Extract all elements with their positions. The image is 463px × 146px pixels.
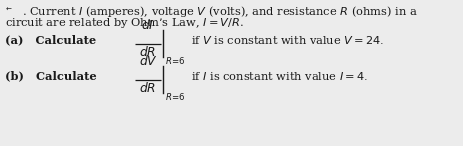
Text: if $V$ is constant with value $V = 24.$: if $V$ is constant with value $V = 24.$ <box>191 34 383 46</box>
Text: circuit are related by Ohm’s Law, $I = V/R$.: circuit are related by Ohm’s Law, $I = V… <box>5 16 243 30</box>
Text: (a)   Calculate: (a) Calculate <box>5 34 96 45</box>
Text: $R\!=\!6$: $R\!=\!6$ <box>165 55 185 66</box>
Text: $dI$: $dI$ <box>141 18 154 32</box>
Text: $R\!=\!6$: $R\!=\!6$ <box>165 91 185 102</box>
Text: $dV$: $dV$ <box>138 54 157 68</box>
Text: if $I$ is constant with value $I = 4.$: if $I$ is constant with value $I = 4.$ <box>191 70 367 82</box>
Text: $\leftarrow$: $\leftarrow$ <box>4 5 13 13</box>
Text: $dR$: $dR$ <box>139 81 156 95</box>
Text: $dR$: $dR$ <box>139 45 156 59</box>
Text: . Current $I$ (amperes), voltage $V$ (volts), and resistance $R$ (ohms) in a: . Current $I$ (amperes), voltage $V$ (vo… <box>22 4 417 19</box>
Text: (b)   Calculate: (b) Calculate <box>5 70 96 81</box>
